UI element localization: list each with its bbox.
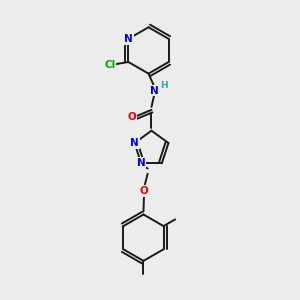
Text: N: N — [130, 138, 139, 148]
Text: N: N — [124, 34, 133, 44]
Text: O: O — [127, 112, 136, 122]
Text: H: H — [160, 81, 168, 90]
Text: Cl: Cl — [104, 60, 116, 70]
Text: N: N — [150, 85, 159, 96]
Text: O: O — [140, 186, 148, 196]
Text: N: N — [136, 158, 146, 168]
